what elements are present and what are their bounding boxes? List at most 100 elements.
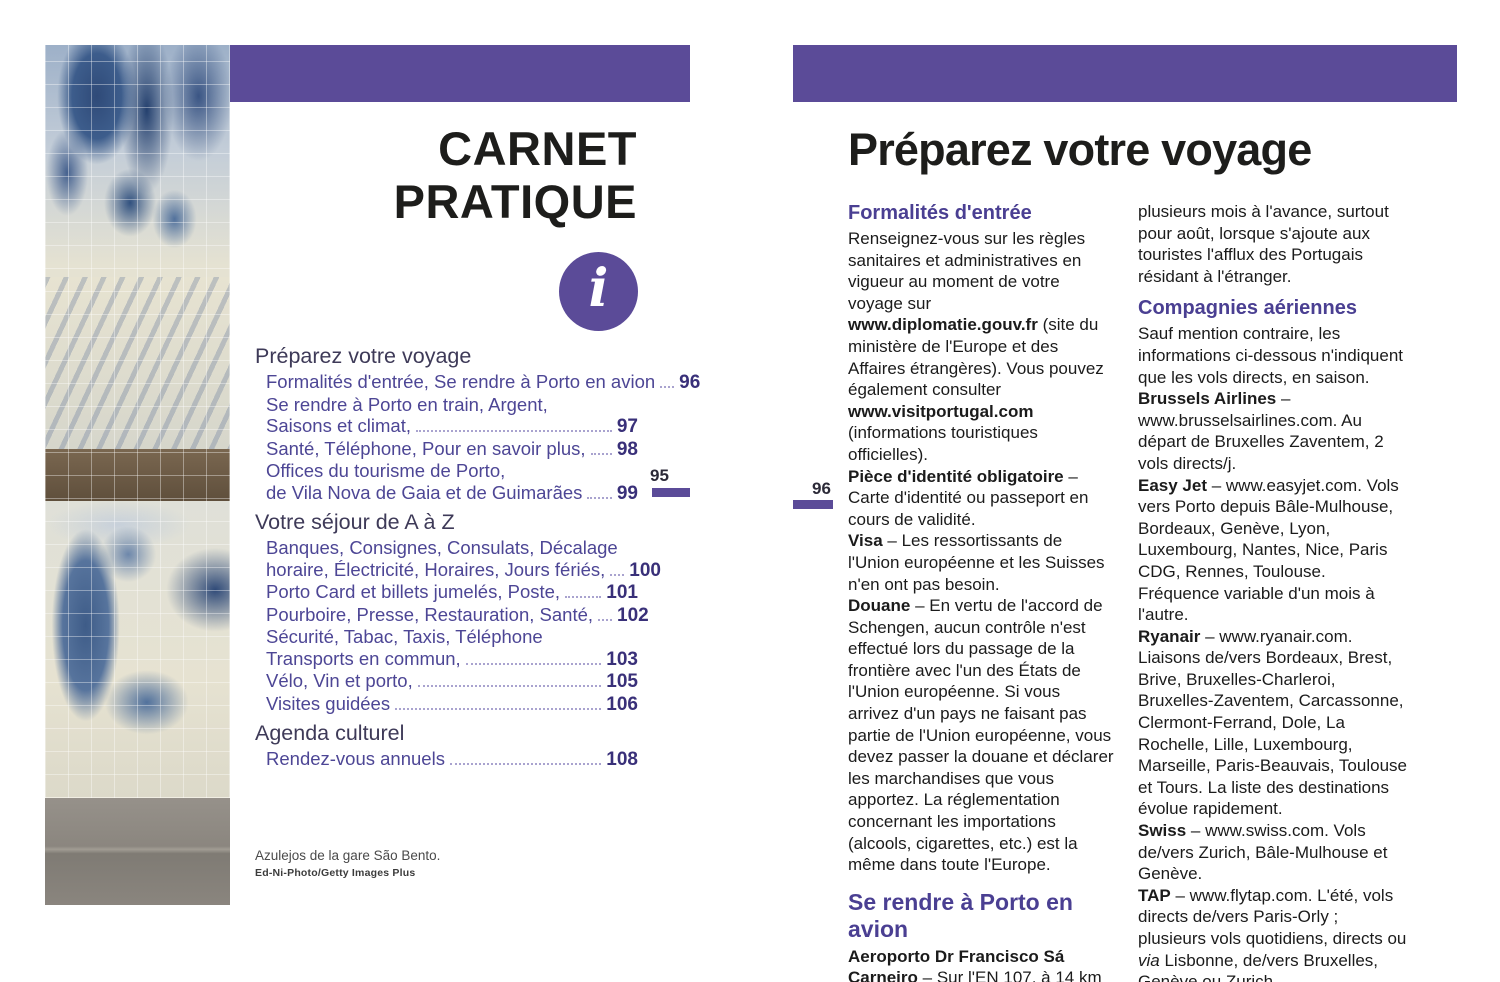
toc-page-number: 102	[617, 604, 649, 626]
toc-entry-line: Offices du tourisme de Porto,	[266, 460, 506, 481]
toc-entry-text: horaire, Électricité, Horaires, Jours fé…	[266, 558, 606, 580]
toc-entry-text: Rendez-vous annuels	[266, 748, 445, 769]
dot-leader	[660, 386, 675, 388]
toc-entry-text: Saisons et climat,	[266, 415, 411, 436]
toc-entry: Vélo, Vin et porto, 105	[266, 670, 638, 693]
toc-entry: Porto Card et billets jumelés, Poste, 101	[266, 581, 638, 604]
dot-leader	[610, 573, 625, 576]
toc-entry-line: Banques, Consignes, Consulats, Décalage	[266, 537, 618, 558]
paragraph: Swiss – www.swiss.com. Vols de/vers Zuri…	[1138, 820, 1408, 885]
text-run: – Sur l'EN 107, à 14 km au nord-ouest de…	[922, 968, 1102, 982]
dot-leader	[417, 685, 602, 687]
text-run: Aeroporto Dr Francisco Sá Carneiro	[848, 946, 1065, 982]
toc-entry: Santé, Téléphone, Pour en savoir plus, 98	[266, 438, 638, 461]
text-run: plusieurs mois à l'avance, surtout pour …	[1138, 202, 1389, 286]
text-run: Pièce d'identité obligatoire	[848, 466, 1064, 486]
toc-page-number: 103	[606, 648, 638, 670]
text-run: Brussels Airlines	[1138, 389, 1277, 409]
text-run: www.visitportugal.com	[848, 401, 1034, 421]
text-run: Ryanair	[1138, 626, 1201, 646]
text-run: via	[1138, 950, 1160, 970]
toc-section-header: Agenda culturel	[255, 721, 405, 745]
toc-entry-last-line: Saisons et climat, 97	[266, 415, 638, 438]
toc: Préparez votre voyage Formalités d'entrée…	[255, 338, 700, 771]
left-header-bar	[230, 45, 690, 102]
toc-page-number: 100	[629, 559, 661, 581]
toc-page-number: 106	[606, 693, 638, 715]
azulejo-scene-market	[45, 500, 230, 798]
azulejo-scene-ground	[45, 277, 230, 450]
toc-entry: Pourboire, Presse, Restauration, Santé, 1…	[266, 603, 649, 627]
toc-entry: Banques, Consignes, Consulats, Décalage h…	[266, 537, 661, 581]
toc-entry-last-line: Santé, Téléphone, Pour en savoir plus, 98	[266, 438, 638, 461]
text-run: Visa	[848, 531, 883, 551]
left-page-number: 95	[650, 466, 669, 485]
dot-leader	[565, 596, 602, 598]
paragraph: Renseignez-vous sur les règles sanitaire…	[848, 228, 1115, 466]
toc-entry-text: Visites guidées	[266, 692, 391, 714]
right-page-title: Préparez votre voyage	[848, 124, 1312, 175]
stone-wall	[45, 797, 230, 905]
azulejo-frame-band	[45, 449, 230, 501]
tile-grid-overlay	[45, 45, 230, 798]
paragraph: Ryanair – www.ryanair.com. Liaisons de/v…	[1138, 626, 1408, 820]
text-run: (site du ministère de l'Europe et des Af…	[848, 315, 1104, 400]
paragraph: Brussels Airlines – www.brusselsairlines…	[1138, 388, 1408, 474]
dot-leader	[465, 662, 602, 665]
left-page-title-line1: CARNET	[438, 122, 637, 175]
text-run: – www.swiss.com. Vols de/vers Zurich, Bâ…	[1138, 821, 1388, 884]
left-page-number-bar	[652, 488, 690, 497]
text-run: – Carte d'identité ou passeport en cours…	[848, 466, 1089, 529]
toc-page-number: 108	[606, 749, 638, 770]
toc-entry-text: de Vila Nova de Gaia et de Guimarães	[266, 481, 583, 503]
text-run: (informations touristiques officielles).	[848, 423, 1038, 464]
toc-entry: Sécurité, Tabac, Taxis, Téléphone Transpo…	[266, 626, 638, 670]
toc-page-number: 97	[616, 416, 638, 437]
azulejos-photo	[45, 45, 230, 905]
dot-leader	[449, 763, 602, 765]
toc-entry-text: Porto Card et billets jumelés, Poste,	[266, 581, 561, 602]
toc-entry-last-line: Vélo, Vin et porto, 105	[266, 670, 638, 693]
toc-entry: Rendez-vous annuels 108	[266, 748, 638, 771]
toc-section-header: Votre séjour de A à Z	[255, 510, 455, 534]
column-1: Formalités d'entrée Renseignez-vous sur l…	[848, 201, 1115, 982]
toc-page-number: 96	[679, 372, 701, 393]
section-heading: Formalités d'entrée	[848, 202, 1032, 224]
toc-page-number: 98	[616, 438, 638, 460]
photo-caption: Azulejos de la gare São Bento.	[255, 848, 441, 863]
paragraph: Douane – En vertu de l'accord de Schenge…	[848, 595, 1115, 876]
text-run: Lisbonne, de/vers Bruxelles, Genève ou Z…	[1138, 950, 1379, 982]
paragraph: Sauf mention contraire, les informations…	[1138, 323, 1408, 388]
toc-entry: Visites guidées 106	[266, 693, 638, 716]
toc-page-number: 101	[606, 582, 638, 603]
toc-entry-last-line: Formalités d'entrée, Se rendre à Porto e…	[266, 371, 700, 394]
text-run: – www.easyjet.com. Vols vers Porto depui…	[1138, 475, 1399, 625]
text-run: Douane	[848, 596, 911, 616]
text-run: – www.brusselsairlines.com. Au départ de…	[1138, 389, 1384, 473]
toc-section-header: Préparez votre voyage	[255, 344, 472, 368]
toc-entry-text: Vélo, Vin et porto,	[266, 670, 413, 691]
section-heading: Compagnies aériennes	[1138, 297, 1357, 320]
paragraph: Pièce d'identité obligatoire – Carte d'i…	[848, 466, 1115, 531]
paragraph: TAP – www.flytap.com. L'été, vols direct…	[1138, 885, 1408, 982]
toc-entry-text: Formalités d'entrée, Se rendre à Porto e…	[266, 371, 656, 392]
paragraph: Easy Jet – www.easyjet.com. Vols vers Po…	[1138, 475, 1408, 626]
info-icon: i	[559, 252, 638, 331]
dot-leader	[587, 496, 612, 499]
paragraph: plusieurs mois à l'avance, surtout pour …	[1138, 201, 1408, 287]
photo-credit: Ed-Ni-Photo/Getty Images Plus	[255, 867, 416, 879]
toc-entry-line: Sécurité, Tabac, Taxis, Téléphone	[266, 626, 543, 647]
toc-entry: Formalités d'entrée, Se rendre à Porto e…	[266, 371, 700, 394]
text-run: TAP	[1138, 885, 1171, 905]
column-2: plusieurs mois à l'avance, surtout pour …	[1138, 201, 1408, 982]
toc-page-number: 105	[606, 671, 638, 692]
text-run: Swiss	[1138, 821, 1187, 841]
text-run: – En vertu de l'accord de Schengen, aucu…	[848, 596, 1114, 875]
toc-entry: Se rendre à Porto en train, Argent, Saiso…	[266, 394, 638, 438]
right-header-bar	[793, 45, 1457, 102]
text-run: – www.flytap.com. L'été, vols directs de…	[1138, 885, 1407, 948]
section-heading: Se rendre à Porto en avion	[848, 888, 1073, 942]
toc-entry-text: Pourboire, Presse, Restauration, Santé,	[266, 603, 594, 625]
toc-entry-last-line: Visites guidées 106	[266, 693, 638, 716]
